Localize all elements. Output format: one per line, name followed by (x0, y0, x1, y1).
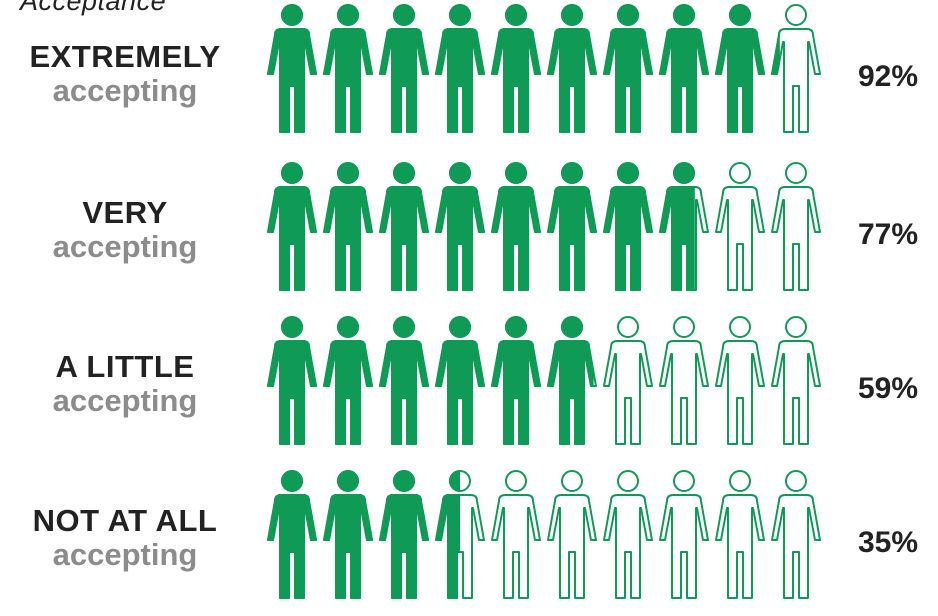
person-icon (603, 162, 653, 291)
row-label-degree: NOT AT ALL (32, 503, 218, 538)
row-percent: 35% (858, 526, 919, 559)
row-label: VERY accepting (0, 196, 250, 264)
person-icon (659, 470, 709, 599)
person-icon (603, 4, 653, 133)
person-icon (547, 162, 597, 291)
person-icon (323, 162, 373, 291)
row-percent: 59% (858, 372, 919, 405)
person-icon (323, 470, 373, 599)
person-icon (323, 4, 373, 133)
person-icon (715, 162, 765, 291)
person-icon (379, 4, 429, 133)
person-icon (771, 316, 821, 445)
person-icon (491, 316, 541, 445)
person-icon (323, 316, 373, 445)
pictograph-row: A LITTLE accepting 59% (0, 312, 938, 462)
row-percent: 92% (858, 60, 919, 93)
row-percent: 77% (858, 218, 919, 251)
person-icon (491, 4, 541, 133)
row-label: A LITTLE accepting (0, 350, 250, 418)
person-icon (659, 4, 709, 133)
person-icon-row (267, 4, 821, 133)
person-icon (603, 470, 653, 599)
person-icon (715, 470, 765, 599)
row-label-accepting: accepting (52, 537, 198, 572)
person-icon (379, 162, 429, 291)
person-icon (379, 316, 429, 445)
person-icon (491, 162, 541, 291)
person-icon-row (267, 162, 821, 291)
person-icon (267, 470, 317, 599)
person-icon (267, 316, 317, 445)
row-label: NOT AT ALL accepting (0, 504, 250, 572)
row-label-accepting: accepting (52, 229, 198, 264)
row-label: EXTREMELY accepting (0, 40, 250, 108)
person-icon (547, 470, 597, 599)
person-icon (547, 4, 597, 133)
person-icon (659, 162, 709, 291)
pictograph-row: EXTREMELY accepting 92% (0, 0, 938, 150)
person-icon (267, 4, 317, 133)
person-icon (771, 470, 821, 599)
person-icon (435, 316, 485, 445)
row-label-degree: VERY (82, 195, 168, 230)
person-icon (491, 470, 541, 599)
person-icon (715, 4, 765, 133)
row-label-accepting: accepting (52, 73, 198, 108)
person-icon (267, 162, 317, 291)
row-label-degree: EXTREMELY (29, 39, 221, 74)
person-icon-row (267, 470, 821, 599)
pictograph-row: NOT AT ALL accepting 35% (0, 466, 938, 616)
person-icon (435, 4, 485, 133)
person-icon (435, 470, 485, 599)
person-icon (603, 316, 653, 445)
chart-header: Acceptance (20, 0, 167, 16)
person-icon (771, 4, 821, 133)
row-label-degree: A LITTLE (55, 349, 195, 384)
row-label-accepting: accepting (52, 383, 198, 418)
person-icon (771, 162, 821, 291)
person-icon (659, 316, 709, 445)
person-icon-row (267, 316, 821, 445)
person-icon (715, 316, 765, 445)
pictograph-row: VERY accepting 77% (0, 158, 938, 308)
person-icon (435, 162, 485, 291)
person-icon (379, 470, 429, 599)
person-icon (547, 316, 597, 445)
